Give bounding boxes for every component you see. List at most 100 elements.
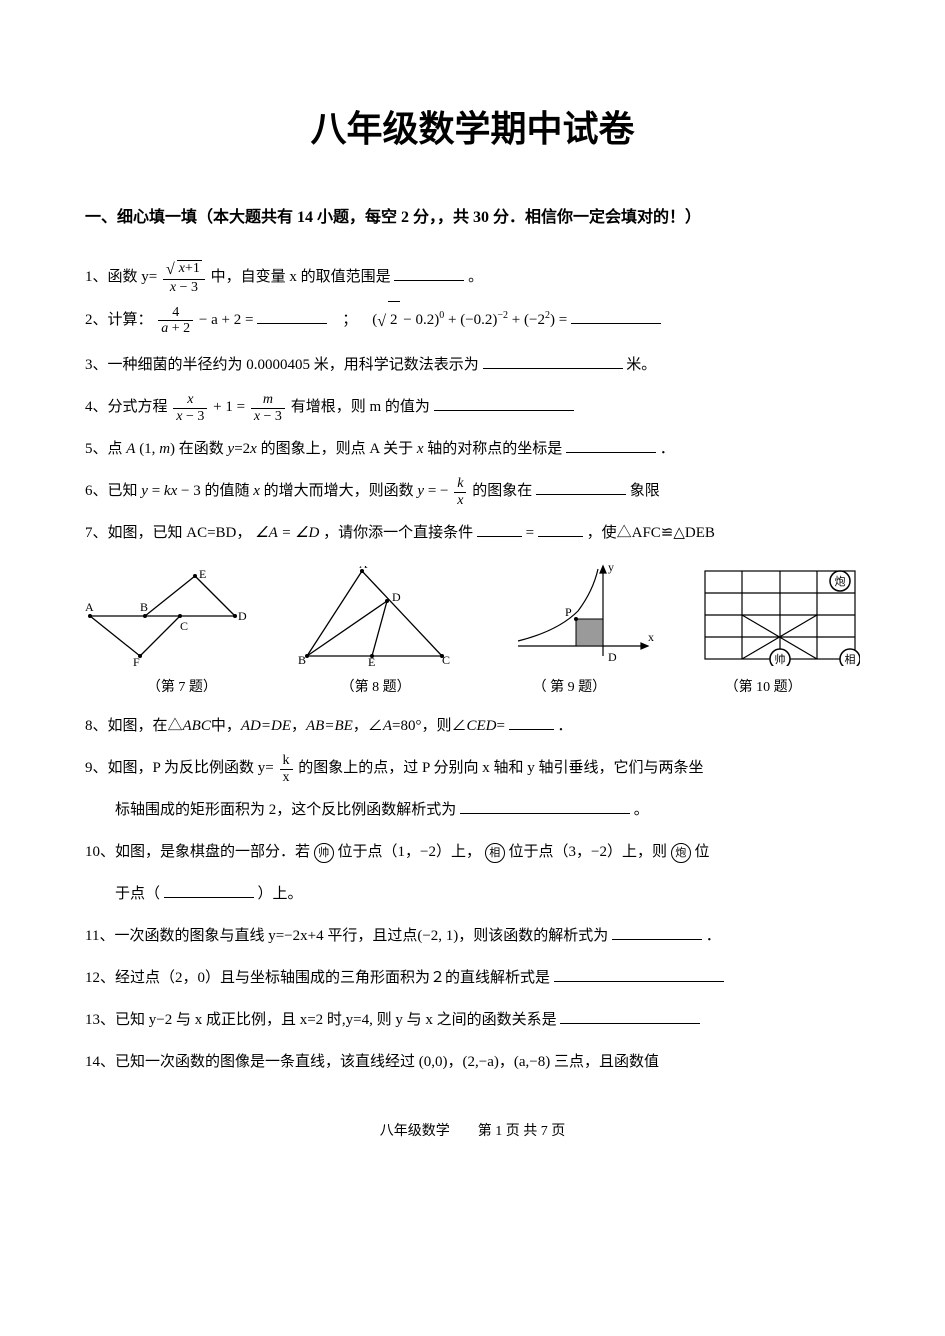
q4-text-a: 4、分式方程 — [85, 399, 171, 415]
q6-text-a: 6、已知 y = kx − 3 的值随 x 的增大而增大，则函数 y = − — [85, 483, 448, 499]
question-14: 14、已知一次函数的图像是一条直线，该直线经过 (0,0)，(2,−a)，(a,… — [85, 1044, 860, 1080]
svg-text:炮: 炮 — [834, 575, 845, 588]
q9-text-b: 的图象上的点，过 P 分别向 x 轴和 y 轴引垂线，它们与两条坐 — [298, 760, 703, 776]
q9-blank[interactable] — [460, 798, 630, 814]
svg-text:E: E — [368, 655, 375, 666]
q5-text-b: ． — [660, 441, 675, 457]
q7-blank-1[interactable] — [477, 521, 522, 537]
question-2: 2、计算： 4 a + 2 − a + 2 = ； (√2 − 0.2)0 + … — [85, 301, 860, 341]
q11-text-a: 11、一次函数的图象与直线 y=−2x+4 平行，且过点(−2, 1)，则该函数… — [85, 928, 608, 944]
q9-text-c: 标轴围成的矩形面积为 2，这个反比例函数解析式为 — [115, 802, 456, 818]
q10-text-d: 位 — [694, 844, 709, 860]
figure-row: A B C D E F A — [85, 561, 860, 671]
fig-caption-8: （第 8 题） — [279, 676, 473, 696]
q12-blank[interactable] — [554, 966, 724, 982]
q2-blank-1[interactable] — [257, 308, 327, 324]
figure-8: A BC ED — [292, 566, 457, 671]
q3-text-a: 3、一种细菌的半径约为 0.0000405 米，用科学记数法表示为 — [85, 357, 479, 373]
question-11: 11、一次函数的图象与直线 y=−2x+4 平行，且过点(−2, 1)，则该函数… — [85, 918, 860, 954]
q10-text-c: 位于点（3，−2）上，则 — [508, 844, 666, 860]
svg-text:帅: 帅 — [774, 653, 785, 666]
q4-blank[interactable] — [434, 395, 574, 411]
q2-text-c: ； — [342, 312, 357, 328]
q1-text-c: 。 — [468, 269, 483, 285]
question-3: 3、一种细菌的半径约为 0.0000405 米，用科学记数法表示为 米。 — [85, 347, 860, 383]
question-10: 10、如图，是象棋盘的一部分．若 帅 位于点（1，−2）上， 相 位于点（3，−… — [85, 834, 860, 870]
q2-text-a: 2、计算： — [85, 312, 153, 328]
question-9: 9、如图，P 为反比例函数 y= kx 的图象上的点，过 P 分别向 x 轴和 … — [85, 750, 860, 786]
question-8: 8、如图，在△ABC中，AD=DE，AB=BE，∠A=80°，则∠CED= ． — [85, 708, 860, 744]
question-1: 1、函数 y= √x+1 x − 3 中，自变量 x 的取值范围是 。 — [85, 259, 860, 295]
figure-7: AB CD EF — [85, 566, 250, 671]
q6-blank[interactable] — [536, 479, 626, 495]
q7-angle: ∠A = ∠D — [255, 525, 319, 541]
page-footer: 八年级数学 第 1 页 共 7 页 — [85, 1120, 860, 1140]
svg-text:B: B — [298, 653, 306, 666]
q4-fraction-1: x x − 3 — [173, 392, 207, 424]
q5-text-a: 5、点 A (1, m) 在函数 y=2x 的图象上，则点 A 关于 x 轴的对… — [85, 441, 562, 457]
footer-subject: 八年级数学 — [380, 1124, 450, 1139]
q8-blank[interactable] — [509, 714, 554, 730]
q10-blank[interactable] — [164, 882, 254, 898]
figure-10: 炮 帅 相 — [700, 561, 860, 671]
q10-text-a: 10、如图，是象棋盘的一部分．若 — [85, 844, 310, 860]
question-12: 12、经过点（2，0）且与坐标轴围成的三角形面积为２的直线解析式是 — [85, 960, 860, 996]
svg-text:C: C — [442, 653, 450, 666]
figure-captions: （第 7 题） （第 8 题） （ 第 9 题） （第 10 题） — [85, 676, 860, 696]
q14-text-a: 14、已知一次函数的图像是一条直线，该直线经过 (0,0)，(2,−a)，(a,… — [85, 1054, 659, 1070]
q1-text-a: 1、函数 y= — [85, 269, 157, 285]
q2-fraction: 4 a + 2 — [158, 305, 193, 337]
q9-fraction: kx — [280, 753, 293, 785]
question-5: 5、点 A (1, m) 在函数 y=2x 的图象上，则点 A 关于 x 轴的对… — [85, 431, 860, 467]
fig-caption-10: （第 10 题） — [666, 676, 860, 696]
q11-text-b: ． — [706, 928, 721, 944]
q5-blank[interactable] — [566, 437, 656, 453]
footer-pagination: 第 1 页 共 7 页 — [478, 1124, 566, 1139]
svg-text:E: E — [199, 567, 206, 581]
q1-fraction: √x+1 x − 3 — [163, 260, 205, 295]
q6-fraction: k x — [454, 476, 466, 508]
page-title: 八年级数学期中试卷 — [85, 100, 860, 152]
svg-text:A: A — [85, 600, 94, 614]
q6-text-c: 象限 — [630, 483, 660, 499]
q7-text-e: ，使△AFC≌△DEB — [587, 525, 715, 541]
q13-blank[interactable] — [560, 1008, 700, 1024]
q2-blank-2[interactable] — [571, 308, 661, 324]
fig-caption-9: （ 第 9 题） — [473, 676, 667, 696]
q9-text-a: 9、如图，P 为反比例函数 y= — [85, 760, 274, 776]
q4-text-c: 有增根，则 m 的值为 — [291, 399, 430, 415]
question-10-line2: 于点（ ）上。 — [85, 876, 860, 912]
q2-text-d: = — [559, 312, 571, 328]
q8-text-b: ． — [557, 718, 572, 734]
q7-text-c: ，请你添一个直接条件 — [323, 525, 473, 541]
svg-text:相: 相 — [844, 653, 855, 666]
q6-text-b: 的图象在 — [472, 483, 532, 499]
q7-blank-2[interactable] — [538, 521, 583, 537]
q10-text-b: 位于点（1，−2）上， — [338, 844, 481, 860]
question-9-line2: 标轴围成的矩形面积为 2，这个反比例函数解析式为 。 — [85, 792, 860, 828]
fig-caption-7: （第 7 题） — [85, 676, 279, 696]
svg-text:A: A — [359, 566, 368, 571]
q3-text-b: 米。 — [626, 357, 656, 373]
figure-9: y x P D — [498, 561, 658, 671]
q10-text-f: ）上。 — [258, 886, 303, 902]
q13-text-a: 13、已知 y−2 与 x 成正比例，且 x=2 时,y=4, 则 y 与 x … — [85, 1012, 557, 1028]
question-6: 6、已知 y = kx − 3 的值随 x 的增大而增大，则函数 y = − k… — [85, 473, 860, 509]
q1-text-b: 中，自变量 x 的取值范围是 — [211, 269, 391, 285]
chess-piece-pao-icon: 炮 — [671, 843, 691, 863]
svg-text:P: P — [565, 605, 572, 619]
q7-text-a: 7、如图，已知 AC=BD， — [85, 525, 251, 541]
q4-fraction-2: m x − 3 — [251, 392, 285, 424]
question-13: 13、已知 y−2 与 x 成正比例，且 x=2 时,y=4, 则 y 与 x … — [85, 1002, 860, 1038]
q4-text-b: + 1 = — [213, 399, 249, 415]
svg-text:D: D — [238, 609, 247, 623]
chess-piece-xiang-icon: 相 — [485, 843, 505, 863]
svg-text:F: F — [133, 655, 140, 666]
svg-text:x: x — [648, 630, 654, 644]
q1-blank[interactable] — [394, 265, 464, 281]
q7-text-d: = — [526, 525, 534, 541]
q3-blank[interactable] — [483, 353, 623, 369]
q11-blank[interactable] — [612, 924, 702, 940]
svg-text:B: B — [140, 600, 148, 614]
q8-text-a: 8、如图，在△ABC中，AD=DE，AB=BE，∠A=80°，则∠CED= — [85, 718, 505, 734]
